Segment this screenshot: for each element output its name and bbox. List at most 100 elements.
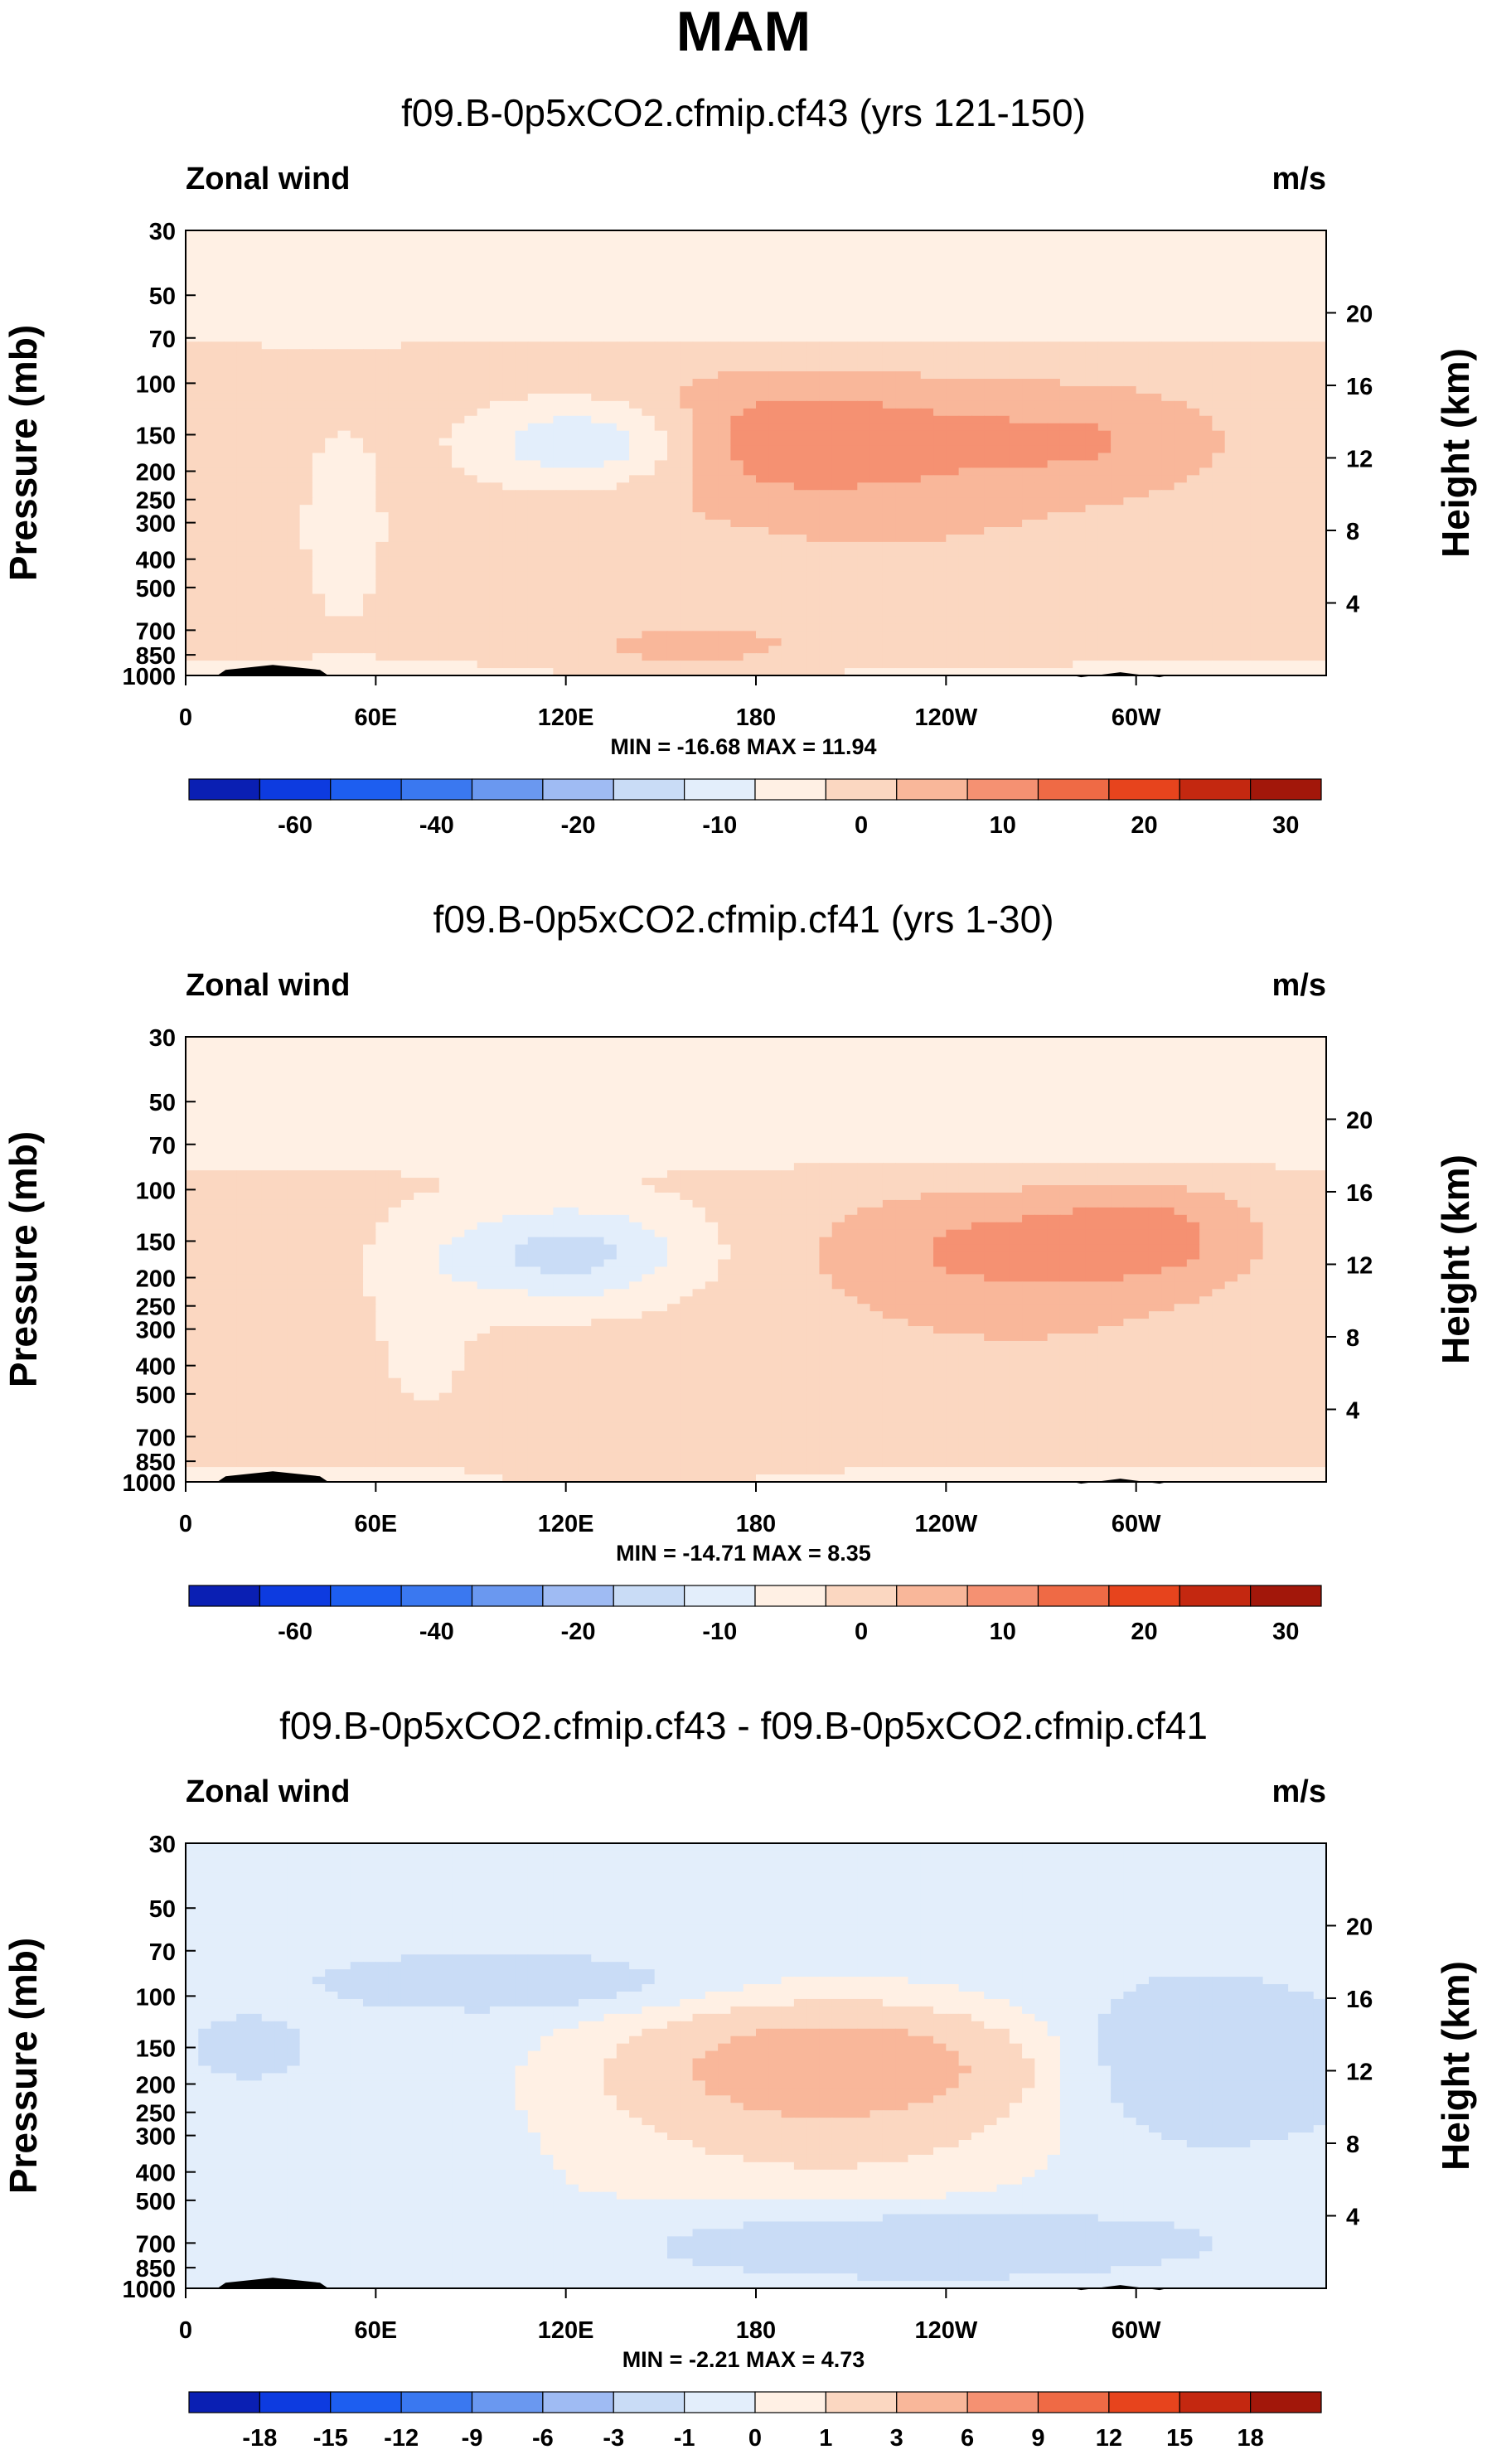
contour-cell xyxy=(1034,400,1049,409)
contour-cell xyxy=(223,505,237,513)
contour-cell xyxy=(666,534,681,543)
contour-cell xyxy=(768,334,782,342)
contour-cell xyxy=(287,475,301,483)
contour-cell xyxy=(426,385,440,395)
contour-cell xyxy=(299,312,313,320)
contour-cell xyxy=(793,438,807,447)
contour-cell xyxy=(1047,490,1061,498)
contour-cell xyxy=(236,564,250,573)
contour-cell xyxy=(1073,631,1087,639)
contour-cell xyxy=(857,593,871,603)
contour-cell xyxy=(186,400,199,409)
contour-cell xyxy=(730,556,744,565)
contour-cell xyxy=(1174,400,1188,409)
contour-cell xyxy=(400,549,414,558)
contour-cell xyxy=(438,453,453,462)
right-label: m/s xyxy=(1272,162,1326,196)
contour-cell xyxy=(274,593,288,603)
contour-cell xyxy=(1199,631,1213,639)
contour-cell xyxy=(1111,512,1124,520)
contour-cell xyxy=(616,259,630,269)
contour-cell xyxy=(1073,497,1087,506)
contour-cell xyxy=(261,400,275,409)
contour-cell xyxy=(603,259,618,269)
contour-cell xyxy=(375,467,390,476)
contour-cell xyxy=(705,616,719,624)
contour-cell xyxy=(1022,400,1035,409)
contour-cell xyxy=(718,556,732,565)
contour-cell xyxy=(502,312,516,320)
contour-cell xyxy=(1275,430,1289,439)
contour-cell xyxy=(895,549,909,558)
contour-cell xyxy=(312,505,326,513)
contour-cell xyxy=(1250,334,1264,342)
contour-cell xyxy=(819,237,833,246)
contour-cell xyxy=(1022,244,1035,254)
contour-cell xyxy=(388,252,402,261)
contour-cell xyxy=(1237,623,1251,632)
contour-cell xyxy=(1034,497,1049,506)
contour-cell xyxy=(1148,297,1162,306)
contour-cell xyxy=(1097,512,1112,520)
contour-cell xyxy=(718,631,732,639)
contour-cell xyxy=(971,482,985,491)
contour-cell xyxy=(1085,252,1099,261)
contour-cell xyxy=(274,608,288,617)
contour-cell xyxy=(1009,438,1023,447)
contour-cell xyxy=(718,356,732,365)
contour-cell xyxy=(1047,423,1061,432)
contour-cell xyxy=(363,616,376,624)
contour-cell xyxy=(1199,282,1213,291)
contour-cell xyxy=(806,608,821,617)
contour-cell xyxy=(946,334,960,342)
contour-cell xyxy=(743,423,757,432)
contour-cell xyxy=(1123,364,1137,372)
contour-cell xyxy=(1009,356,1023,365)
contour-cell xyxy=(692,616,706,624)
contour-cell xyxy=(477,631,491,639)
contour-cell xyxy=(1186,252,1200,261)
contour-cell xyxy=(489,400,503,409)
contour-cell xyxy=(1262,379,1276,387)
contour-cell xyxy=(666,601,681,610)
contour-cell xyxy=(1136,564,1150,573)
contour-cell xyxy=(527,453,541,462)
contour-cell xyxy=(845,393,858,402)
contour-cell xyxy=(642,379,656,387)
contour-cell xyxy=(920,341,934,350)
contour-cell xyxy=(1313,430,1327,439)
contour-cell xyxy=(692,505,706,513)
contour-cell xyxy=(211,408,225,417)
contour-cell xyxy=(249,252,263,261)
contour-cell xyxy=(819,467,833,476)
contour-cell xyxy=(882,578,896,588)
contour-cell xyxy=(186,556,199,565)
contour-cell xyxy=(768,453,782,462)
contour-cell xyxy=(325,259,339,269)
contour-cell xyxy=(642,453,656,462)
contour-cell xyxy=(1085,304,1099,313)
contour-cell xyxy=(819,304,833,313)
contour-cell xyxy=(515,364,529,372)
contour-cell xyxy=(1212,467,1226,476)
contour-cell xyxy=(375,267,390,276)
contour-cell xyxy=(363,267,376,276)
contour-cell xyxy=(666,259,681,269)
contour-cell xyxy=(1161,520,1175,528)
contour-cell xyxy=(793,379,807,387)
contour-cell xyxy=(1250,415,1264,424)
contour-cell xyxy=(565,623,579,632)
contour-cell xyxy=(1059,586,1073,595)
contour-cell xyxy=(1161,534,1175,543)
contour-cell xyxy=(1224,304,1238,313)
contour-cell xyxy=(1186,512,1200,520)
contour-cell xyxy=(692,608,706,617)
contour-cell xyxy=(299,259,313,269)
contour-cell xyxy=(236,578,250,588)
contour-cell xyxy=(363,534,376,543)
contour-cell xyxy=(1034,349,1049,357)
contour-cell xyxy=(616,482,630,491)
contour-cell xyxy=(287,423,301,432)
contour-cell xyxy=(1136,274,1150,283)
contour-cell xyxy=(1174,297,1188,306)
